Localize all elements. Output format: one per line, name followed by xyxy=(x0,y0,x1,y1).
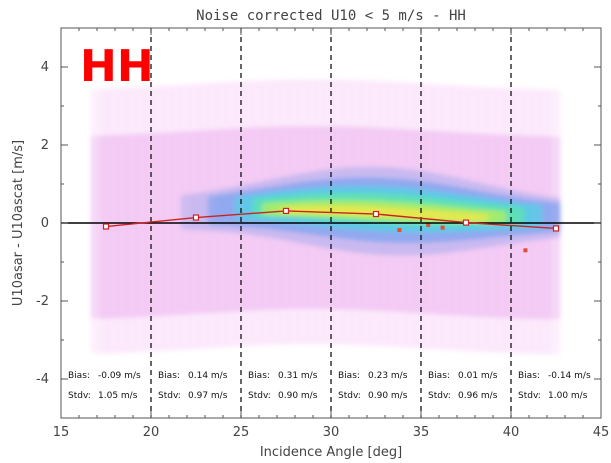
bias-value: 0.23 m/s xyxy=(368,371,408,381)
bias-label: Bias: xyxy=(518,371,540,381)
y-tick-label: 2 xyxy=(41,138,49,153)
bin-statistics: Bias: -0.09 m/s Stdv: 1.05 m/s Bias: 0.14 m/s… xyxy=(68,371,591,401)
stdv-value: 1.05 m/s xyxy=(98,391,138,401)
y-tick-label: 0 xyxy=(41,216,49,231)
y-axis-label: U10asar - U10ascat [m/s] xyxy=(11,140,26,306)
stdv-label: Stdv: xyxy=(518,391,541,401)
stdv-label: Stdv: xyxy=(158,391,181,401)
bias-label: Bias: xyxy=(248,371,270,381)
stdv-label: Stdv: xyxy=(68,391,91,401)
mean-bias-point xyxy=(552,225,560,232)
bias-value: 0.31 m/s xyxy=(278,371,318,381)
bias-value: -0.09 m/s xyxy=(98,371,141,381)
bias-label: Bias: xyxy=(428,371,450,381)
x-tick-label: 45 xyxy=(593,425,610,440)
y-tick-label: -2 xyxy=(36,294,49,309)
stdv-value: 0.90 m/s xyxy=(368,391,408,401)
stdv-label: Stdv: xyxy=(248,391,271,401)
stdv-value: 0.96 m/s xyxy=(458,391,498,401)
axis-ticks: 15 20 25 30 35 40 45 -4 -2 0 2 4 xyxy=(36,27,610,440)
y-tick-label: -4 xyxy=(36,372,49,387)
stdv-label: Stdv: xyxy=(338,391,361,401)
mean-bias-point xyxy=(372,210,380,218)
bin-boundaries xyxy=(150,28,512,418)
density-cloud xyxy=(90,79,561,355)
x-tick-label: 40 xyxy=(503,425,520,440)
stdv-value: 0.97 m/s xyxy=(188,391,228,401)
x-axis-label: Incidence Angle [deg] xyxy=(260,445,402,460)
x-tick-label: 25 xyxy=(233,425,250,440)
x-tick-label: 20 xyxy=(143,425,160,440)
mean-bias-point xyxy=(192,214,200,221)
x-tick-label: 35 xyxy=(413,425,430,440)
stdv-value: 1.00 m/s xyxy=(548,391,588,401)
bias-label: Bias: xyxy=(68,371,90,381)
mean-bias-curve xyxy=(102,207,560,232)
mean-bias-point xyxy=(462,219,470,226)
mean-bias-point xyxy=(282,207,290,215)
bias-label: Bias: xyxy=(338,371,360,381)
stdv-label: Stdv: xyxy=(428,391,451,401)
stdv-value: 0.90 m/s xyxy=(278,391,318,401)
bias-label: Bias: xyxy=(158,371,180,381)
mean-bias-line xyxy=(105,210,557,230)
bias-value: 0.14 m/s xyxy=(188,371,228,381)
chart-title: Noise corrected U10 < 5 m/s - HH xyxy=(196,8,466,24)
hh-badge: HH xyxy=(80,41,154,92)
bias-value: -0.14 m/s xyxy=(548,371,591,381)
x-tick-label: 15 xyxy=(53,425,70,440)
x-tick-label: 30 xyxy=(323,425,340,440)
mean-bias-point xyxy=(102,223,110,230)
y-tick-label: 4 xyxy=(41,60,49,75)
bias-value: 0.01 m/s xyxy=(458,371,498,381)
